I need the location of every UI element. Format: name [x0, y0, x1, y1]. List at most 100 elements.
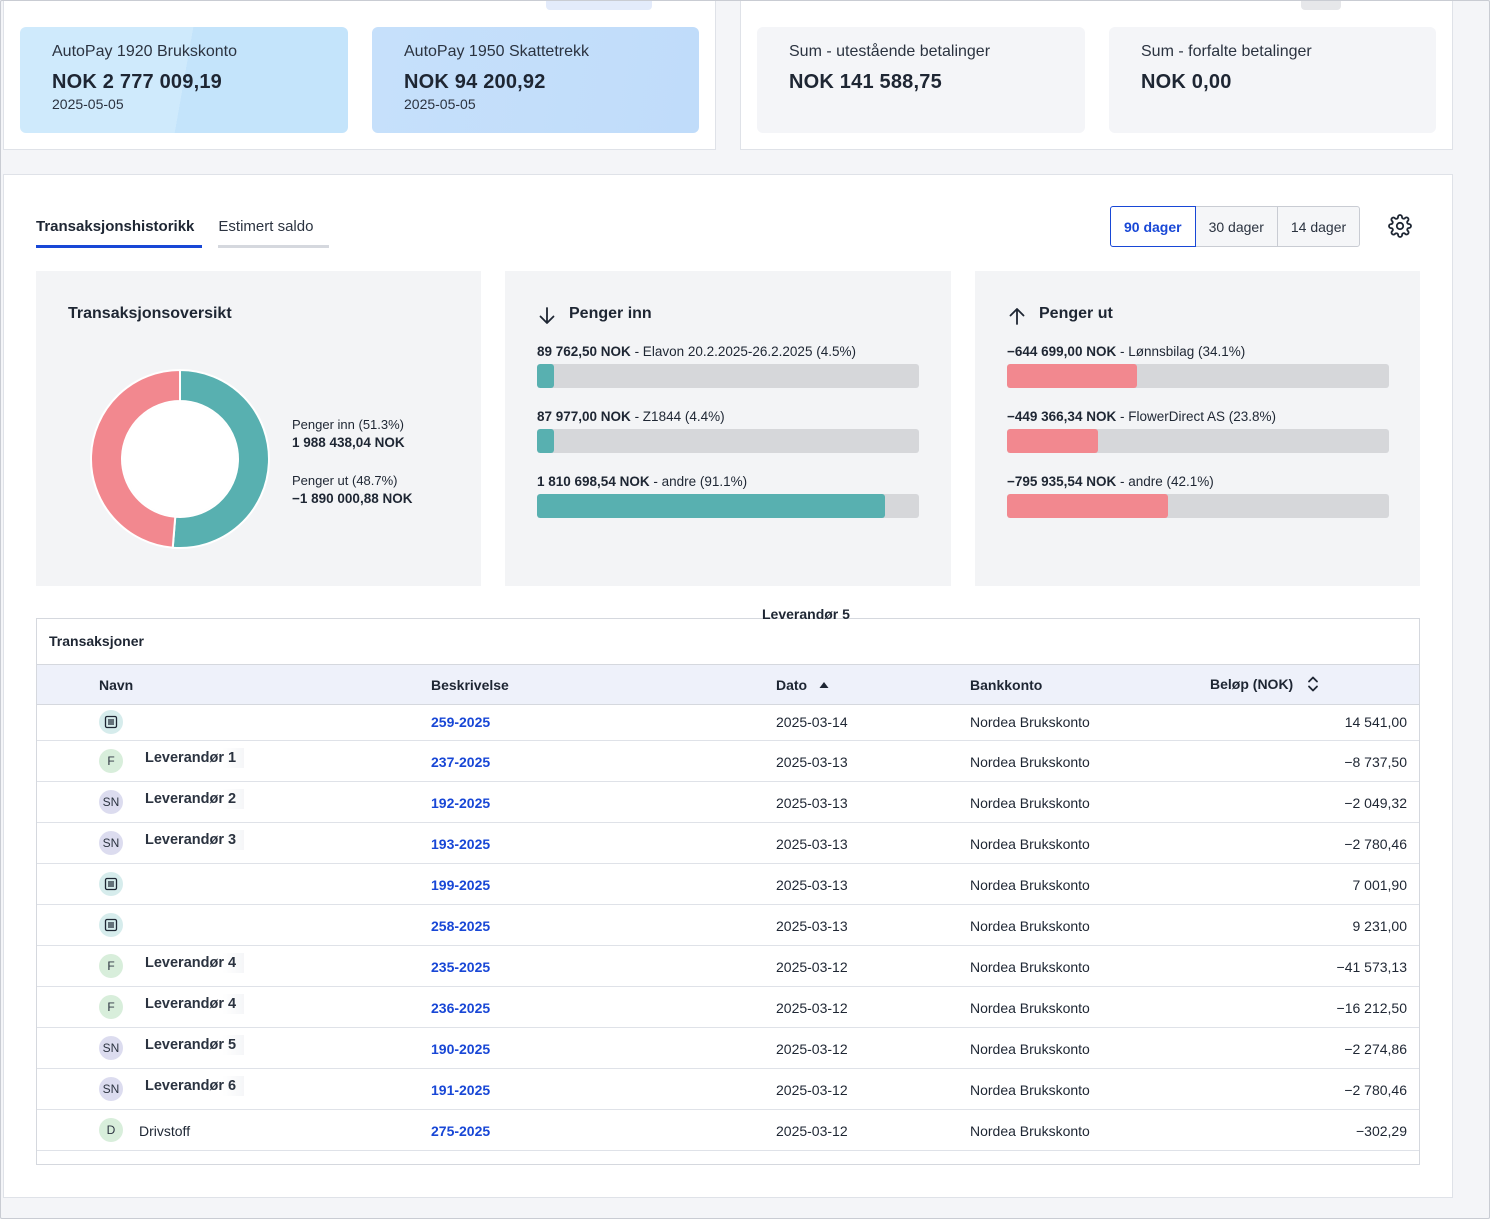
table-row[interactable]: D Drivstoff 275-2025 2025-03-12 Nordea Bruks…: [37, 1110, 1419, 1151]
row-description-link[interactable]: 237-2025: [431, 754, 491, 770]
table-row[interactable]: F Leverandør 1 237-2025 2025-03-13 Nordea Br…: [37, 741, 1419, 782]
row-description-link[interactable]: 193-2025: [431, 836, 491, 852]
table-row[interactable]: F Leverandør 4 235-2025 2025-03-12 Nordea Br…: [37, 946, 1419, 987]
donut-slice-out[interactable]: [90, 368, 181, 549]
table-row[interactable]: F Leverandør 4 236-2025 2025-03-12 Nordea Br…: [37, 987, 1419, 1028]
row-name: Leverandør 6: [137, 1076, 245, 1096]
money-in-item-text: 89 762,50 NOK - Elavon 20.2.2025-26.2.20…: [537, 344, 919, 359]
row-bank-account: Nordea Brukskonto: [970, 795, 1090, 811]
row-description-link[interactable]: 191-2025: [431, 1082, 491, 1098]
legend-out: Penger ut (48.7%) −1 890 000,88 NOK: [292, 473, 412, 506]
money-out-amount: −644 699,00 NOK: [1007, 344, 1117, 359]
header-belop[interactable]: Beløp (NOK): [1210, 674, 1319, 694]
table-row[interactable]: SN Leverandør 3 193-2025 2025-03-13 Nordea B…: [37, 823, 1419, 864]
gear-icon[interactable]: [1388, 214, 1412, 238]
row-description-link[interactable]: 190-2025: [431, 1041, 491, 1057]
row-date: 2025-03-12: [776, 1041, 848, 1057]
row-description-link[interactable]: 192-2025: [431, 795, 491, 811]
row-description-link[interactable]: 275-2025: [431, 1123, 491, 1139]
document-icon: [99, 872, 123, 896]
sort-ascending-icon: [819, 682, 829, 688]
row-description-link[interactable]: 259-2025: [431, 714, 491, 730]
sum-overdue-card[interactable]: Sum - forfalte betalinger NOK 0,00: [1109, 27, 1436, 133]
money-out-bar: [1007, 364, 1138, 388]
range-30-button[interactable]: 30 dager: [1194, 206, 1278, 247]
money-in-amount: 89 762,50 NOK: [537, 344, 631, 359]
money-in-item: 87 977,00 NOK - Z1844 (4.4%): [537, 409, 919, 453]
row-amount: 7 001,90: [1352, 877, 1408, 893]
avatar: F: [99, 749, 123, 773]
row-date: 2025-03-12: [776, 1082, 848, 1098]
money-out-bar: [1007, 429, 1098, 453]
row-date: 2025-03-14: [776, 714, 848, 730]
money-in-item-text: 87 977,00 NOK - Z1844 (4.4%): [537, 409, 919, 424]
row-description-link[interactable]: 236-2025: [431, 1000, 491, 1016]
overview-donut-chart: [90, 368, 271, 549]
row-name: Leverandør 2: [137, 789, 245, 809]
money-out-box: Penger ut −644 699,00 NOK - Lønnsbilag (…: [975, 271, 1420, 586]
legend-out-amount: −1 890 000,88 NOK: [292, 491, 413, 506]
avatar: F: [99, 995, 123, 1019]
money-out-track: [1007, 429, 1389, 453]
document-icon: [99, 913, 123, 937]
row-description-link[interactable]: 258-2025: [431, 918, 491, 934]
sum-amount: NOK 0,00: [1141, 71, 1232, 93]
money-out-track: [1007, 364, 1389, 388]
balance-card-brukskonto[interactable]: AutoPay 1920 Brukskonto NOK 2 777 009,19…: [20, 27, 348, 133]
legend-in-label: Penger inn (51.3%): [292, 417, 405, 432]
row-date: 2025-03-13: [776, 877, 848, 893]
money-out-item-text: −449 366,34 NOK - FlowerDirect AS (23.8%…: [1007, 409, 1389, 424]
table-row[interactable]: SN Leverandør 5 190-2025 2025-03-12 Nordea B…: [37, 1028, 1419, 1069]
header-belop-label: Beløp (NOK): [1210, 676, 1294, 692]
header-bankkonto[interactable]: Bankkonto: [970, 677, 1043, 693]
money-in-bar: [537, 429, 554, 453]
balance-label: AutoPay 1950 Skattetrekk: [404, 43, 589, 60]
table-row[interactable]: SN Leverandør 2 192-2025 2025-03-13 Nordea B…: [37, 782, 1419, 823]
money-out-track: [1007, 494, 1389, 518]
overview-title: Transaksjonsoversikt: [68, 305, 232, 322]
table-row[interactable]: SN Leverandør 6 191-2025 2025-03-12 Nordea B…: [37, 1069, 1419, 1110]
row-bank-account: Nordea Brukskonto: [970, 959, 1090, 975]
table-row[interactable]: 258-2025 2025-03-13 Nordea Brukskonto 9 231…: [37, 905, 1419, 946]
table-header: Navn Beskrivelse Dato Bankkonto Beløp (N…: [37, 664, 1419, 705]
donut-slice-in[interactable]: [171, 368, 271, 549]
header-navn[interactable]: Navn: [99, 677, 134, 693]
money-out-title: Penger ut: [1039, 305, 1113, 322]
row-date: 2025-03-13: [776, 795, 848, 811]
row-description-link[interactable]: 235-2025: [431, 959, 491, 975]
legend-out-label: Penger ut (48.7%): [292, 473, 398, 488]
money-in-bar: [537, 494, 885, 518]
header-beskrivelse[interactable]: Beskrivelse: [431, 677, 509, 693]
row-name: Drivstoff: [139, 1123, 191, 1139]
money-in-bar: [537, 364, 555, 388]
sum-outstanding-card[interactable]: Sum - utestående betalinger NOK 141 588,…: [757, 27, 1085, 133]
header-dato[interactable]: Dato: [776, 677, 829, 693]
row-amount: −8 737,50: [1344, 754, 1407, 770]
row-date: 2025-03-12: [776, 1123, 848, 1139]
tab-estimert-saldo[interactable]: Estimert saldo: [218, 214, 330, 248]
money-in-title: Penger inn: [569, 305, 652, 322]
range-14-button[interactable]: 14 dager: [1276, 206, 1361, 247]
row-bank-account: Nordea Brukskonto: [970, 754, 1090, 770]
row-name: Leverandør 5: [137, 1035, 245, 1055]
row-date: 2025-03-13: [776, 836, 848, 852]
panel-tab-nub: [1301, 0, 1341, 10]
balance-card-skattetrekk[interactable]: AutoPay 1950 Skattetrekk NOK 94 200,92 2…: [372, 27, 699, 133]
header-dato-label: Dato: [776, 677, 808, 693]
donut-hole: [123, 402, 237, 516]
row-date: 2025-03-13: [776, 754, 848, 770]
table-row[interactable]: 259-2025 2025-03-14 Nordea Brukskonto 14 54…: [37, 705, 1419, 741]
money-out-item-text: −644 699,00 NOK - Lønnsbilag (34.1%): [1007, 344, 1389, 359]
balance-date: 2025-05-05: [404, 96, 476, 112]
balance-amount: NOK 2 777 009,19: [52, 71, 222, 93]
tab-transaksjonshistorikk[interactable]: Transaksjonshistorikk: [36, 214, 203, 248]
money-in-item: 1 810 698,54 NOK - andre (91.1%): [537, 474, 919, 518]
row-bank-account: Nordea Brukskonto: [970, 836, 1090, 852]
range-90-button[interactable]: 90 dager: [1110, 206, 1196, 247]
table-row[interactable]: 199-2025 2025-03-13 Nordea Brukskonto 7 001…: [37, 864, 1419, 905]
panel-tab-nub: [546, 0, 652, 10]
row-amount: −2 274,86: [1344, 1041, 1407, 1057]
row-bank-account: Nordea Brukskonto: [970, 918, 1090, 934]
arrow-down-icon: [539, 307, 555, 324]
row-description-link[interactable]: 199-2025: [431, 877, 491, 893]
